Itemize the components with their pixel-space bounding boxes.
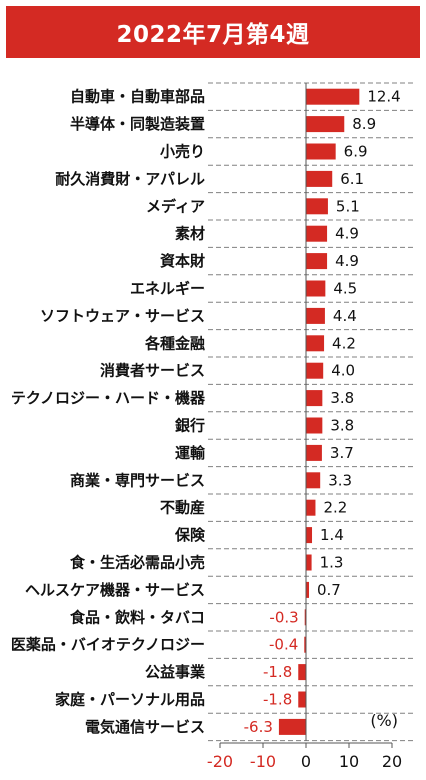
value-label: -6.3: [244, 718, 273, 736]
bar: [304, 636, 306, 653]
category-label: 各種金融: [144, 334, 205, 352]
bar: [306, 362, 324, 379]
x-tick-label: 20: [382, 752, 402, 771]
x-tick-label: -20: [207, 752, 233, 771]
value-label: 6.1: [340, 170, 364, 188]
gridlines: [208, 82, 414, 742]
bar: [306, 472, 321, 489]
bar: [304, 609, 307, 626]
bar: [306, 253, 328, 270]
value-label: 4.4: [333, 307, 357, 325]
category-label: 半導体・同製造装置: [70, 115, 205, 133]
bar: [306, 198, 328, 215]
x-axis: -20 -10 0 10 20: [207, 83, 402, 771]
bar: [306, 499, 316, 516]
value-label: 0.7: [317, 581, 341, 599]
category-label: メディア: [146, 197, 205, 215]
category-label: ヘルスケア機器・サービス: [25, 581, 205, 599]
category-label: ソフトウェア・サービス: [40, 307, 205, 325]
x-tick-label: 10: [339, 752, 359, 771]
category-labels: 自動車・自動車部品半導体・同製造装置小売り耐久消費財・アパレルメディア素材資本財…: [11, 88, 206, 736]
category-label: 保険: [174, 526, 206, 544]
bar: [298, 691, 306, 708]
category-label: 運輸: [175, 444, 206, 462]
category-label: 自動車・自動車部品: [70, 88, 205, 106]
bar: [306, 335, 325, 352]
category-label: テクノロジー・ハード・機器: [11, 389, 206, 407]
category-label: 公益事業: [145, 663, 206, 681]
bar: [306, 527, 313, 544]
bar: [278, 718, 306, 735]
value-label: 3.8: [330, 389, 354, 407]
category-label: 家庭・パーソナル用品: [55, 691, 205, 709]
bar: [306, 390, 323, 407]
value-label: 4.9: [335, 225, 359, 243]
bar: [306, 554, 312, 571]
bar: [306, 444, 322, 461]
value-label: -1.8: [263, 691, 292, 709]
value-label: 6.9: [344, 143, 368, 161]
value-label: 2.2: [323, 499, 347, 517]
x-tick-label: 0: [301, 752, 311, 771]
value-label: 3.3: [328, 471, 352, 489]
value-label: 8.9: [352, 115, 376, 133]
value-label: 3.7: [330, 444, 354, 462]
bar: [306, 280, 326, 297]
value-label: 1.4: [320, 526, 344, 544]
value-label: 3.8: [330, 417, 354, 435]
bar: [306, 170, 333, 187]
category-label: 不動産: [160, 499, 205, 517]
x-tick-label: -10: [250, 752, 276, 771]
value-labels: 12.4 8.9 6.9 6.1 5.1 4.9 4.9 4.5 4.4 4.2 4.0 3.8 3.8…: [244, 88, 401, 736]
category-label: 食・生活必需品小売: [70, 554, 205, 572]
category-label: 商業・専門サービス: [70, 471, 205, 489]
bar: [306, 581, 310, 598]
chart-title: 2022年7月第4週: [116, 22, 310, 48]
value-label: 4.5: [333, 280, 357, 298]
category-label: 耐久消費財・アパレル: [55, 170, 205, 188]
bar: [306, 116, 345, 133]
value-label: 12.4: [367, 88, 400, 106]
value-label: 5.1: [336, 197, 360, 215]
category-label: エネルギー: [130, 280, 205, 298]
bar: [306, 307, 325, 324]
bar: [306, 143, 336, 160]
category-label: 銀行: [175, 417, 205, 435]
bar: [306, 88, 360, 105]
category-label: 小売り: [160, 143, 205, 161]
value-label: -1.8: [263, 663, 292, 681]
value-label: 4.0: [331, 362, 355, 380]
category-label: 素材: [175, 225, 205, 243]
bars: [278, 88, 360, 735]
value-label: -0.4: [269, 636, 298, 654]
unit-label: (%): [370, 711, 398, 730]
category-label: 食品・飲料・タバコ: [70, 608, 205, 626]
category-label: 資本財: [160, 252, 205, 270]
bar: [298, 664, 306, 681]
bar: [306, 225, 328, 242]
title-banner: 2022年7月第4週: [6, 6, 420, 58]
category-label: 電気通信サービス: [85, 718, 205, 736]
value-label: 1.3: [320, 554, 344, 572]
value-label: 4.2: [332, 334, 356, 352]
value-label: 4.9: [335, 252, 359, 270]
category-label: 医薬品・バイオテクノロジー: [11, 636, 205, 654]
category-label: 消費者サービス: [100, 362, 205, 380]
value-label: -0.3: [269, 608, 298, 626]
bar: [306, 417, 323, 434]
